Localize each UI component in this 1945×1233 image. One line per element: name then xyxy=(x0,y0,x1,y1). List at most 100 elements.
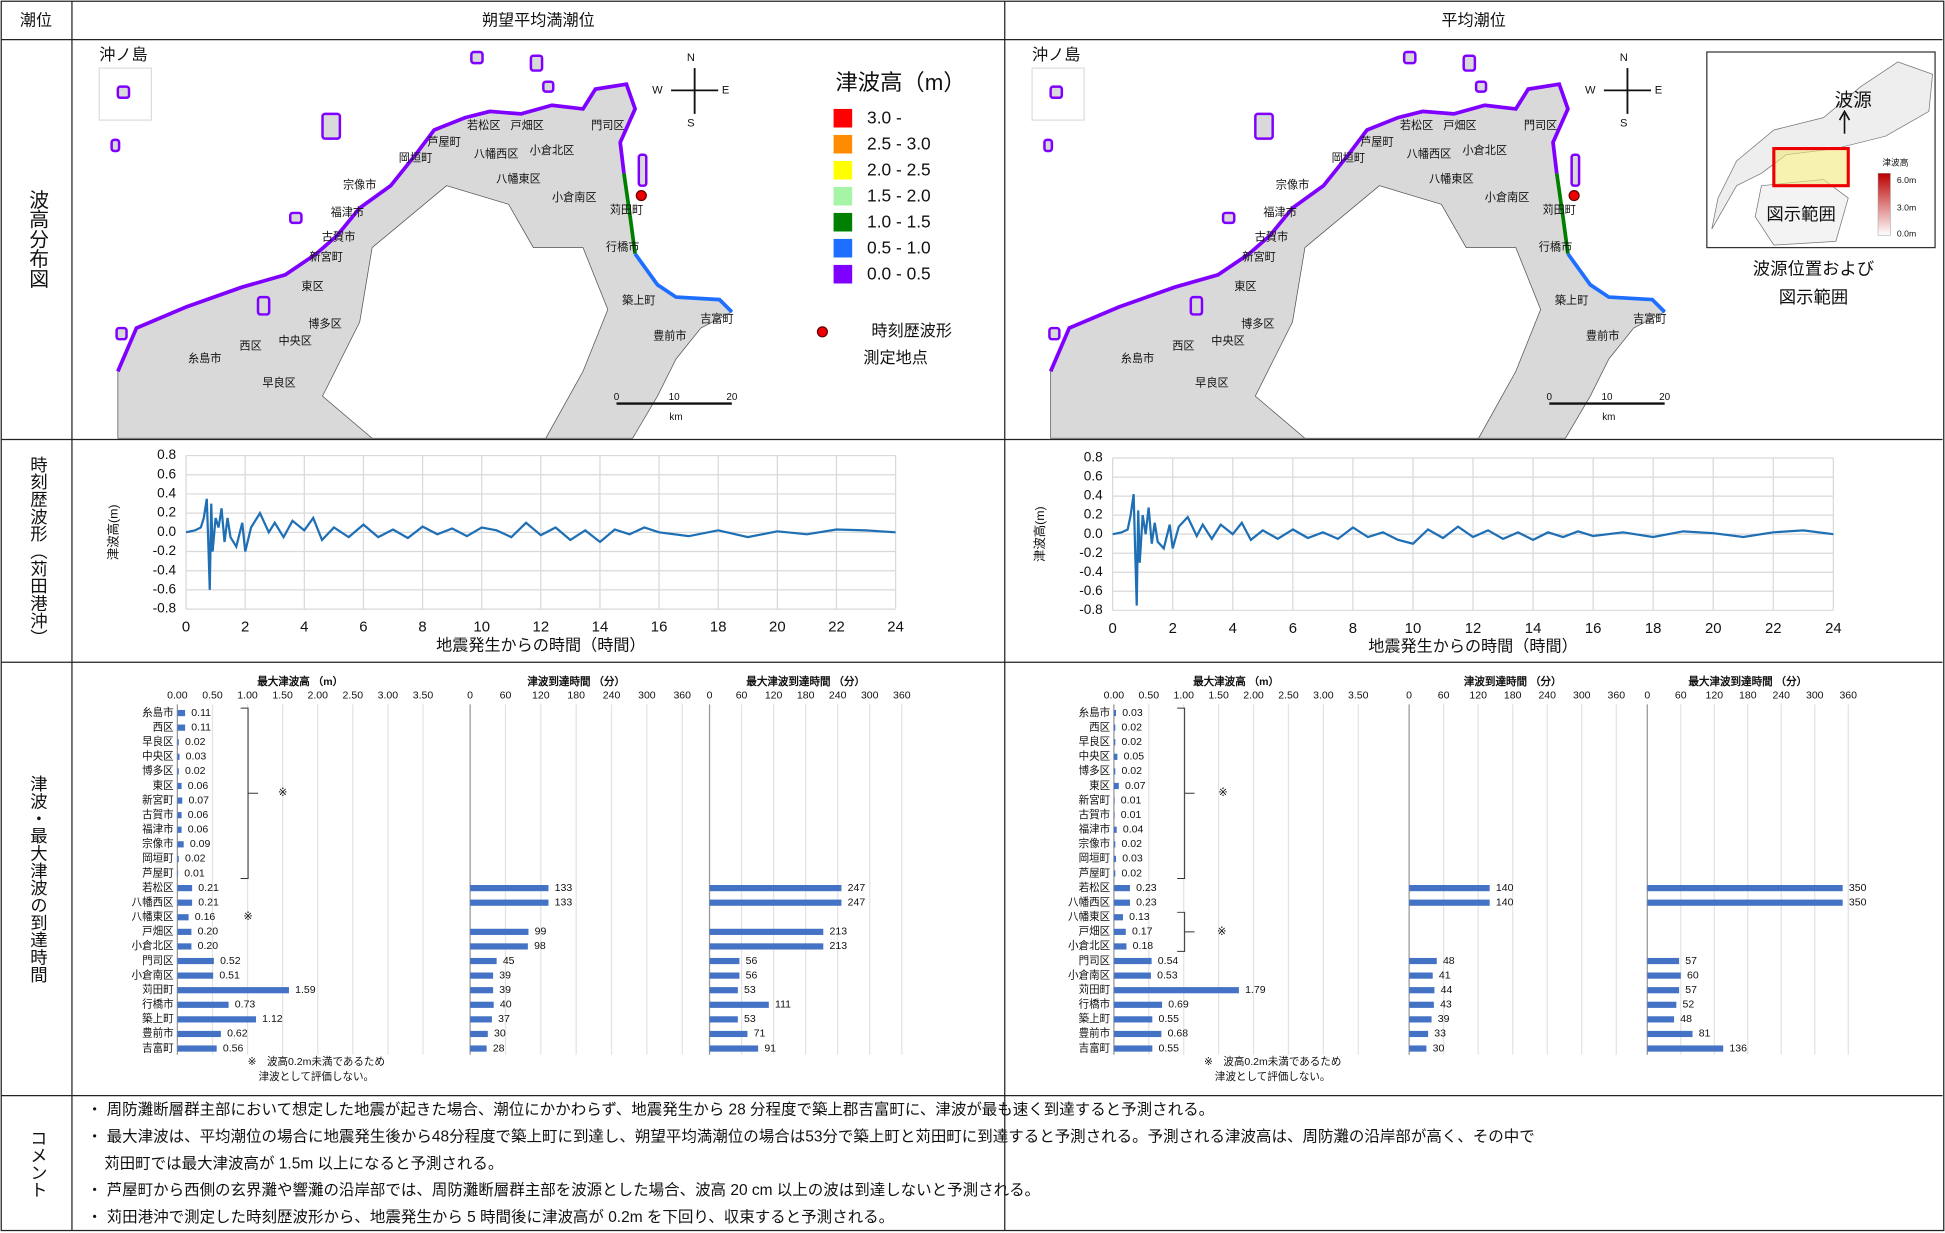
legend-swatch xyxy=(834,161,853,180)
bar xyxy=(1114,1002,1162,1008)
bar xyxy=(1114,841,1115,847)
category-label: 福津市 xyxy=(1079,823,1111,836)
x-tick-label: 60 xyxy=(736,690,748,702)
place-label: 八幡西区 xyxy=(474,147,519,161)
compass-letter: N xyxy=(687,52,695,64)
place-label: 若松区 xyxy=(467,118,500,132)
x-tick-label: 120 xyxy=(532,690,550,702)
value-label: 41 xyxy=(1439,969,1451,981)
bar xyxy=(1647,1016,1674,1022)
legend-label: 2.5 - 3.0 xyxy=(867,133,931,153)
value-label: 0.69 xyxy=(1168,999,1189,1011)
x-tick-label: 12 xyxy=(533,620,550,636)
x-tick-label: 60 xyxy=(500,690,512,702)
bar xyxy=(710,1016,738,1022)
y-tick-label: 0.2 xyxy=(1084,507,1103,522)
island xyxy=(290,213,301,223)
legend-swatch xyxy=(834,135,853,154)
x-tick-label: 360 xyxy=(1839,690,1857,702)
island-label: 沖ノ島 xyxy=(99,46,147,64)
place-label: 芦屋町 xyxy=(1360,135,1393,148)
legend-swatch xyxy=(834,187,853,206)
bar xyxy=(710,987,738,993)
bar xyxy=(1114,754,1117,760)
place-label: 博多区 xyxy=(1241,316,1274,330)
value-label: 39 xyxy=(1438,1013,1450,1025)
bar xyxy=(1114,870,1115,876)
row-label: コメント xyxy=(27,1129,47,1198)
x-tick-label: 24 xyxy=(1825,621,1842,637)
bar xyxy=(177,900,192,906)
bar xyxy=(470,943,528,949)
y-tick-label: 0.0 xyxy=(1084,526,1103,541)
bar xyxy=(177,841,183,847)
value-label: 48 xyxy=(1443,955,1455,967)
bracket-mark: ※ xyxy=(278,787,287,799)
category-label: 八幡東区 xyxy=(1068,910,1110,923)
x-tick-label: 12 xyxy=(1465,621,1482,637)
bracket xyxy=(241,708,258,878)
map: 沖ノ島若松区戸畑区門司区芦屋町八幡西区小倉北区岡垣町八幡東区宗像市小倉南区苅田町… xyxy=(1032,46,1671,438)
value-label: 0.62 xyxy=(227,1028,248,1040)
place-label: 苅田町 xyxy=(610,202,643,216)
note: 津波として評価しない。 xyxy=(1215,1070,1330,1083)
bar xyxy=(1114,987,1239,993)
bar xyxy=(177,1016,256,1022)
bar xyxy=(177,856,178,862)
value-label: 0.02 xyxy=(185,736,206,748)
x-tick-label: 8 xyxy=(418,620,426,636)
island-label: 沖ノ島 xyxy=(1032,46,1080,64)
x-tick-label: 3.50 xyxy=(413,690,434,702)
category-label: 岡垣町 xyxy=(1079,853,1111,865)
bar xyxy=(1647,900,1842,906)
place-label: 早良区 xyxy=(1195,376,1228,390)
place-label: 戸畑区 xyxy=(510,119,543,132)
category-label: 戸畑区 xyxy=(142,925,174,938)
note: 津波として評価しない。 xyxy=(259,1070,374,1083)
value-label: 0.01 xyxy=(1121,809,1142,821)
place-label: 糸島市 xyxy=(188,351,221,365)
bar xyxy=(1409,1045,1426,1051)
legend-marker-label: 時刻歴波形 xyxy=(871,322,952,340)
bar xyxy=(710,1031,748,1037)
x-tick-label: 240 xyxy=(1772,690,1790,702)
value-label: 0.02 xyxy=(1122,721,1143,733)
bar xyxy=(470,987,493,993)
compass-letter: N xyxy=(1620,52,1628,64)
bar xyxy=(470,1002,494,1008)
chart-title: 津波到達時間 （分） xyxy=(1464,675,1562,688)
x-tick-label: 0.00 xyxy=(167,690,188,702)
value-label: 0.52 xyxy=(220,955,241,967)
value-label: 39 xyxy=(499,969,511,981)
place-label: 小倉北区 xyxy=(530,143,575,157)
value-label: 0.05 xyxy=(1124,751,1145,763)
bar xyxy=(1114,725,1115,731)
category-label: 東区 xyxy=(153,779,174,792)
value-label: 98 xyxy=(534,940,546,952)
place-label: 糸島市 xyxy=(1121,351,1154,365)
bar xyxy=(177,870,178,876)
x-tick-label: 0 xyxy=(467,690,473,702)
place-label: 行橋市 xyxy=(1539,240,1572,254)
value-label: 0.56 xyxy=(223,1042,244,1054)
value-label: 1.59 xyxy=(295,984,316,996)
category-label: 行橋市 xyxy=(1079,998,1111,1011)
value-label: 0.01 xyxy=(1121,794,1142,806)
place-label: 吉富町 xyxy=(700,311,733,325)
bar xyxy=(177,797,182,803)
y-tick-label: -0.8 xyxy=(1079,602,1103,617)
scale-unit: km xyxy=(1602,412,1615,423)
island xyxy=(1051,87,1062,98)
x-tick-label: 60 xyxy=(1438,690,1450,702)
category-label: 門司区 xyxy=(1079,955,1111,967)
value-label: 57 xyxy=(1685,984,1697,996)
bar xyxy=(710,1045,759,1051)
bar xyxy=(177,768,178,774)
inset-legend-tick: 3.0m xyxy=(1897,202,1916,212)
category-label: 岡垣町 xyxy=(142,853,174,865)
value-label: 213 xyxy=(829,926,847,938)
value-label: 133 xyxy=(555,882,573,894)
inset-legend-tick: 0.0m xyxy=(1897,228,1916,238)
x-axis-title: 地震発生からの時間（時間） xyxy=(1368,638,1577,656)
value-label: 0.21 xyxy=(198,896,219,908)
